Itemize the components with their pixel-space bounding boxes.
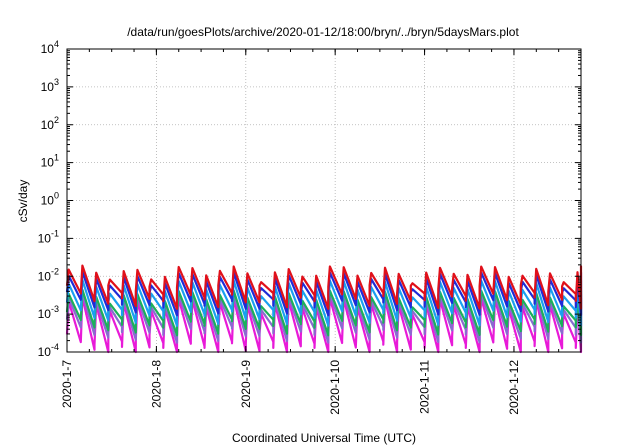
y-tick-label: 103 [41,77,59,94]
y-tick-label: 104 [41,39,59,56]
y-tick-exponent: -2 [51,266,59,276]
y-tick-label: 10-1 [38,228,59,245]
y-tick-exponent: 1 [54,153,59,163]
x-axis: 2020-1-7 2020-1-8 2020-1-9 2020-1-10 2020-1-… [60,49,582,415]
x-tick-label: 2020-1-9 [239,360,253,408]
y-tick-exponent: -4 [51,342,59,352]
y-tick-exponent: -1 [51,228,59,238]
series-line [65,264,583,310]
chart-title: /data/run/goesPlots/archive/2020-01-12/1… [127,25,519,39]
y-tick-label: 101 [41,153,59,170]
x-tick-label: 2020-1-7 [60,360,74,408]
y-tick-exponent: 0 [54,191,59,201]
y-axis-label: cSv/day [16,180,30,223]
y-tick-exponent: 4 [54,39,59,49]
x-tick-label: 2020-1-8 [149,360,163,408]
x-axis-label: Coordinated Universal Time (UTC) [232,431,416,445]
y-tick-label: 10-2 [38,266,59,283]
y-tick-label: 102 [41,115,59,132]
y-tick-label: 10-4 [38,342,59,359]
y-tick-exponent: 2 [54,115,59,125]
y-tick-exponent: -3 [51,304,59,314]
x-tick-label: 2020-1-12 [507,360,521,415]
y-tick-exponent: 3 [54,77,59,87]
data-series [65,264,583,354]
x-tick-label: 2020-1-11 [418,360,432,414]
y-tick-label: 100 [41,191,59,208]
y-tick-label: 10-3 [38,304,59,321]
x-tick-label: 2020-1-10 [328,360,342,415]
